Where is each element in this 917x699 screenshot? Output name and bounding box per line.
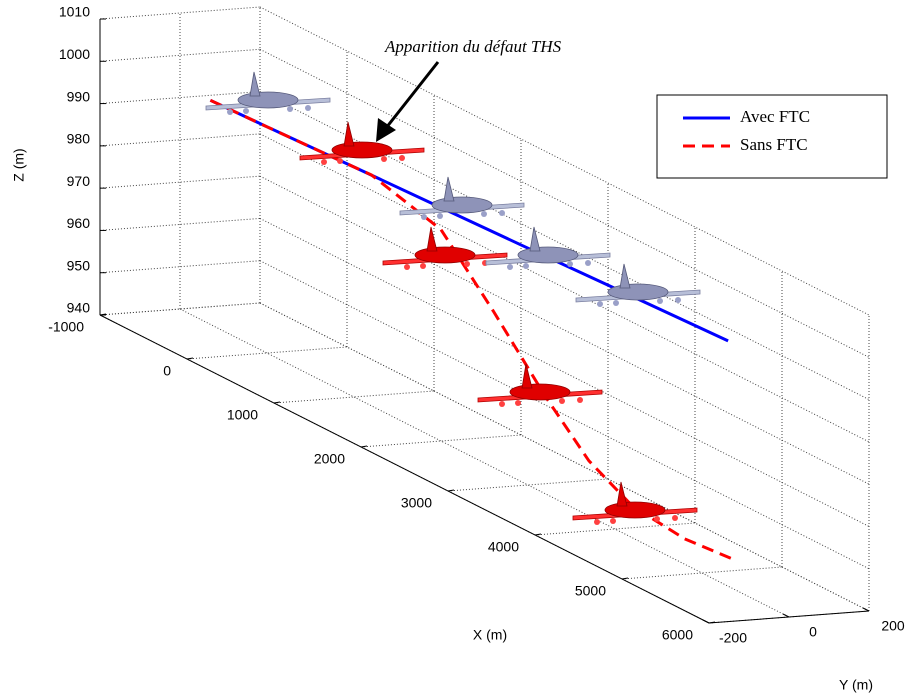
y-tick [702,619,710,624]
plot-lines [209,98,736,562]
y-tick-label: 200 [881,618,905,634]
plane-icon [572,481,698,526]
z-tick-label: 940 [67,300,91,316]
annotation: Apparition du défaut THS [384,37,562,56]
x-tick [99,313,107,316]
z-tick-label: 970 [67,173,91,189]
legend-label: Sans FTC [740,135,808,154]
x-axis-label: X (m) [473,627,507,643]
x-tick-label: 6000 [662,627,693,643]
x-tick-label: -1000 [48,319,84,335]
series-line [209,98,736,562]
x-axis [99,314,710,624]
grid [99,6,870,624]
grid-line [447,478,609,492]
x-tick-label: 0 [163,363,171,379]
plane-icon [477,363,603,408]
x-tick [360,445,368,448]
x-tick-label: 1000 [227,407,258,423]
legend: Avec FTC Sans FTC [656,94,888,179]
grid-line [99,133,261,147]
z-tick-label: 1010 [59,4,90,20]
plane-icon [485,226,611,271]
plane-icon [299,121,425,166]
grid-line [273,390,435,404]
x-tick [708,621,716,624]
arrow-shaft [384,61,440,129]
z-tick-label: 990 [67,88,91,104]
annotation-arrow [376,61,440,142]
z-tick-label: 980 [67,131,91,147]
z-tick-label: 950 [67,257,91,273]
x-tick [534,533,542,536]
legend-box [656,94,888,179]
grid-line [259,175,870,485]
z-tick-label: 960 [67,215,91,231]
aircraft-icons [205,71,701,526]
x-tick [447,489,455,492]
x-tick [621,577,629,580]
grid-line [259,302,870,612]
y-axis-label: Y (m) [839,677,873,693]
grid-line [621,566,783,580]
y-tick-label: -200 [719,630,747,646]
y-tick-label: 0 [809,624,817,640]
y-tick [862,607,870,612]
x-tick-label: 2000 [314,451,345,467]
y-tick [782,613,790,618]
z-tick-label: 1000 [59,46,90,62]
x-tick-label: 4000 [488,539,519,555]
plane-icon [205,71,331,116]
legend-label: Avec FTC [740,107,810,126]
arrow-head [376,118,396,142]
x-tick-label: 5000 [575,583,606,599]
grid-line [186,346,348,360]
grid-line [259,260,870,570]
x-tick [273,401,281,404]
grid-line [360,434,522,448]
x-tick [186,357,194,360]
x-tick-label: 3000 [401,495,432,511]
grid-line [179,308,790,618]
z-axis-label: Z (m) [11,148,27,181]
